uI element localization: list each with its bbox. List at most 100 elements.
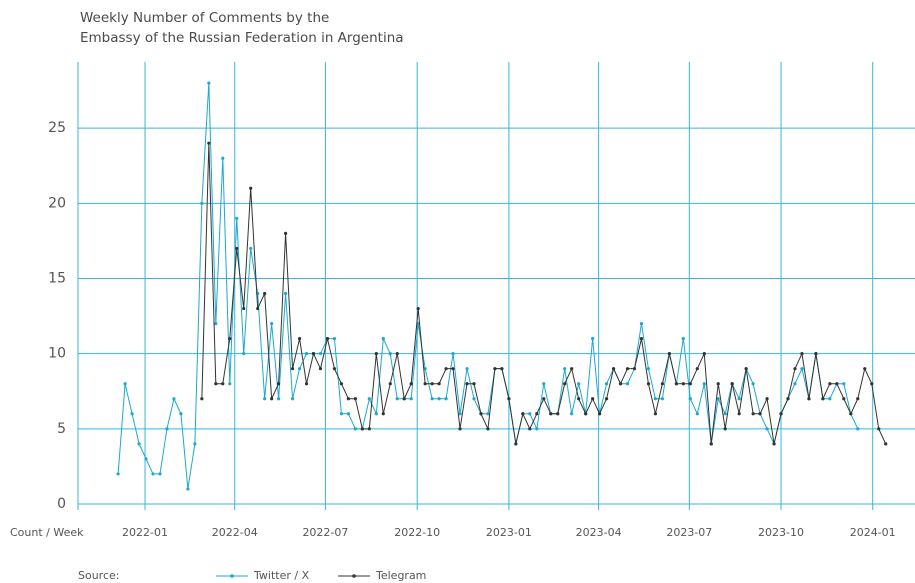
data-point [877, 427, 881, 431]
chart-title: Weekly Number of Comments by the [80, 10, 329, 26]
data-point [472, 397, 476, 401]
data-point [423, 367, 427, 371]
data-point [521, 412, 525, 416]
data-point [395, 352, 399, 356]
data-point [793, 367, 797, 371]
data-point [228, 337, 232, 341]
data-point [765, 397, 769, 401]
data-point [842, 397, 846, 401]
data-point [339, 412, 344, 416]
source: Source: [78, 569, 120, 582]
x-tick-label: 2022-04 [212, 526, 258, 539]
data-point [479, 412, 483, 416]
data-point [381, 412, 385, 416]
data-point [646, 382, 651, 386]
data-point [256, 306, 260, 311]
data-point [367, 397, 371, 401]
data-point [311, 352, 316, 356]
data-point [695, 412, 699, 416]
data-point [772, 442, 776, 446]
data-point [702, 382, 706, 386]
data-point [723, 427, 727, 431]
data-point [290, 367, 295, 371]
data-point [514, 442, 518, 446]
data-point [346, 397, 350, 401]
data-point [779, 412, 783, 416]
data-point [786, 397, 790, 401]
data-point [270, 397, 274, 401]
data-point [304, 382, 309, 386]
data-point [681, 337, 685, 341]
x-tick-label: 2022-07 [302, 526, 348, 539]
data-point [360, 427, 364, 431]
data-point [270, 321, 274, 326]
data-point [304, 352, 309, 356]
data-point [604, 382, 609, 386]
data-point [193, 442, 197, 446]
data-point [395, 397, 399, 401]
data-point [639, 321, 644, 326]
data-point [800, 367, 804, 371]
data-point [723, 412, 727, 416]
data-point [367, 427, 371, 431]
data-point [814, 352, 818, 356]
x-tick-label: 2023-10 [758, 526, 804, 539]
data-point [660, 382, 664, 386]
data-point [591, 337, 595, 341]
data-point [570, 367, 574, 371]
data-point [681, 382, 685, 386]
data-point [165, 427, 169, 431]
data-point [409, 397, 413, 401]
data-point [688, 382, 692, 386]
data-point [835, 382, 839, 386]
data-point [472, 382, 476, 386]
data-point [444, 367, 448, 371]
data-point [465, 382, 469, 386]
y-tick-label: 25 [48, 120, 66, 136]
data-point [507, 397, 511, 401]
data-point [597, 412, 602, 416]
data-point [297, 367, 302, 371]
data-point [318, 367, 323, 371]
data-point [563, 382, 567, 386]
data-point [535, 427, 539, 431]
data-point [430, 397, 434, 401]
y-tick-label: 20 [48, 195, 66, 211]
data-point [186, 487, 190, 491]
data-point [751, 382, 755, 386]
data-point [486, 412, 490, 416]
data-point [116, 472, 120, 476]
data-point [625, 367, 630, 371]
data-point [800, 352, 804, 356]
data-point [793, 382, 797, 386]
data-point [172, 397, 176, 401]
data-point [577, 397, 581, 401]
data-point [500, 367, 504, 371]
data-point [221, 382, 225, 386]
data-point [584, 412, 588, 416]
data-point [688, 397, 692, 401]
data-point [465, 367, 469, 371]
data-point [423, 382, 427, 386]
data-point [458, 427, 462, 431]
data-point [870, 382, 874, 386]
data-point [716, 382, 720, 386]
data-point [451, 367, 455, 371]
data-point [381, 337, 385, 341]
data-point [821, 397, 825, 401]
data-point [653, 412, 658, 416]
data-point [542, 397, 546, 401]
data-point [646, 367, 651, 371]
data-point [667, 352, 671, 356]
data-point [158, 472, 162, 476]
data-point [242, 352, 246, 356]
data-point [249, 186, 253, 190]
data-point [535, 412, 539, 416]
data-point [325, 337, 330, 341]
data-point [751, 412, 755, 416]
data-point [570, 412, 574, 416]
y-tick-label: 5 [57, 421, 66, 437]
data-point [263, 291, 267, 296]
data-point [730, 382, 734, 386]
